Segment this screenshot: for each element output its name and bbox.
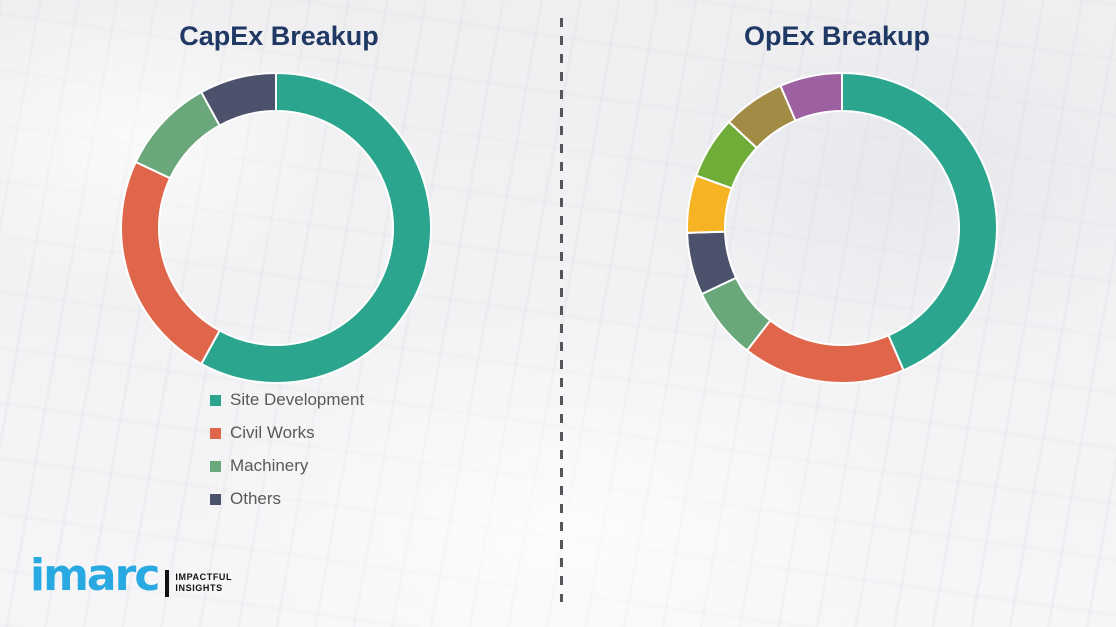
legend-label: Civil Works bbox=[230, 423, 315, 442]
capex-legend: Site Development Civil Works Machinery Othe… bbox=[210, 390, 364, 522]
donut-segment-machinery bbox=[134, 90, 221, 180]
legend-item-site-development: Site Development bbox=[210, 390, 364, 410]
legend-label: Others bbox=[230, 489, 282, 508]
donut-segment-others bbox=[199, 71, 277, 127]
capex-panel: CapEx Breakup Site Development Civil Work… bbox=[120, 21, 432, 522]
imarc-tagline-line1: IMPACTFUL bbox=[175, 572, 233, 582]
legend-item-civil-works: Civil Works bbox=[210, 423, 364, 443]
capex-title: CapEx Breakup bbox=[179, 21, 379, 51]
donut-segment-civil-works bbox=[120, 160, 221, 366]
opex-panel: OpEx Breakup Raw MaterialsSalaries and W… bbox=[558, 0, 1116, 627]
imarc-logo-wordmark: imarc bbox=[30, 550, 160, 601]
opex-title: OpEx Breakup bbox=[743, 21, 931, 51]
legend-swatch bbox=[210, 427, 221, 439]
legend-item-machinery: Machinery bbox=[210, 456, 364, 476]
imarc-logo-tagline: IMPACTFUL INSIGHTS bbox=[175, 572, 232, 594]
legend-swatch bbox=[210, 394, 221, 406]
legend-swatch bbox=[210, 460, 221, 472]
legend-item-others: Others bbox=[210, 489, 364, 509]
donut-segment-others bbox=[779, 71, 843, 122]
imarc-logo: imarc IMPACTFUL INSIGHTS bbox=[30, 552, 232, 600]
donut-segment-salaries-and-wages bbox=[745, 319, 905, 384]
capex-donut-chart bbox=[120, 71, 432, 384]
legend-swatch bbox=[210, 493, 221, 505]
divider-dashed-line bbox=[560, 18, 563, 602]
legend-label: Site Development bbox=[230, 390, 365, 409]
imarc-tagline-line2: INSIGHTS bbox=[175, 583, 223, 593]
opex-donut-chart bbox=[686, 71, 998, 384]
donut-segment-raw-materials bbox=[841, 71, 998, 372]
donut-segment-site-development bbox=[199, 71, 432, 384]
imarc-logo-divider-bar bbox=[165, 569, 170, 597]
legend-label: Machinery bbox=[230, 456, 309, 475]
